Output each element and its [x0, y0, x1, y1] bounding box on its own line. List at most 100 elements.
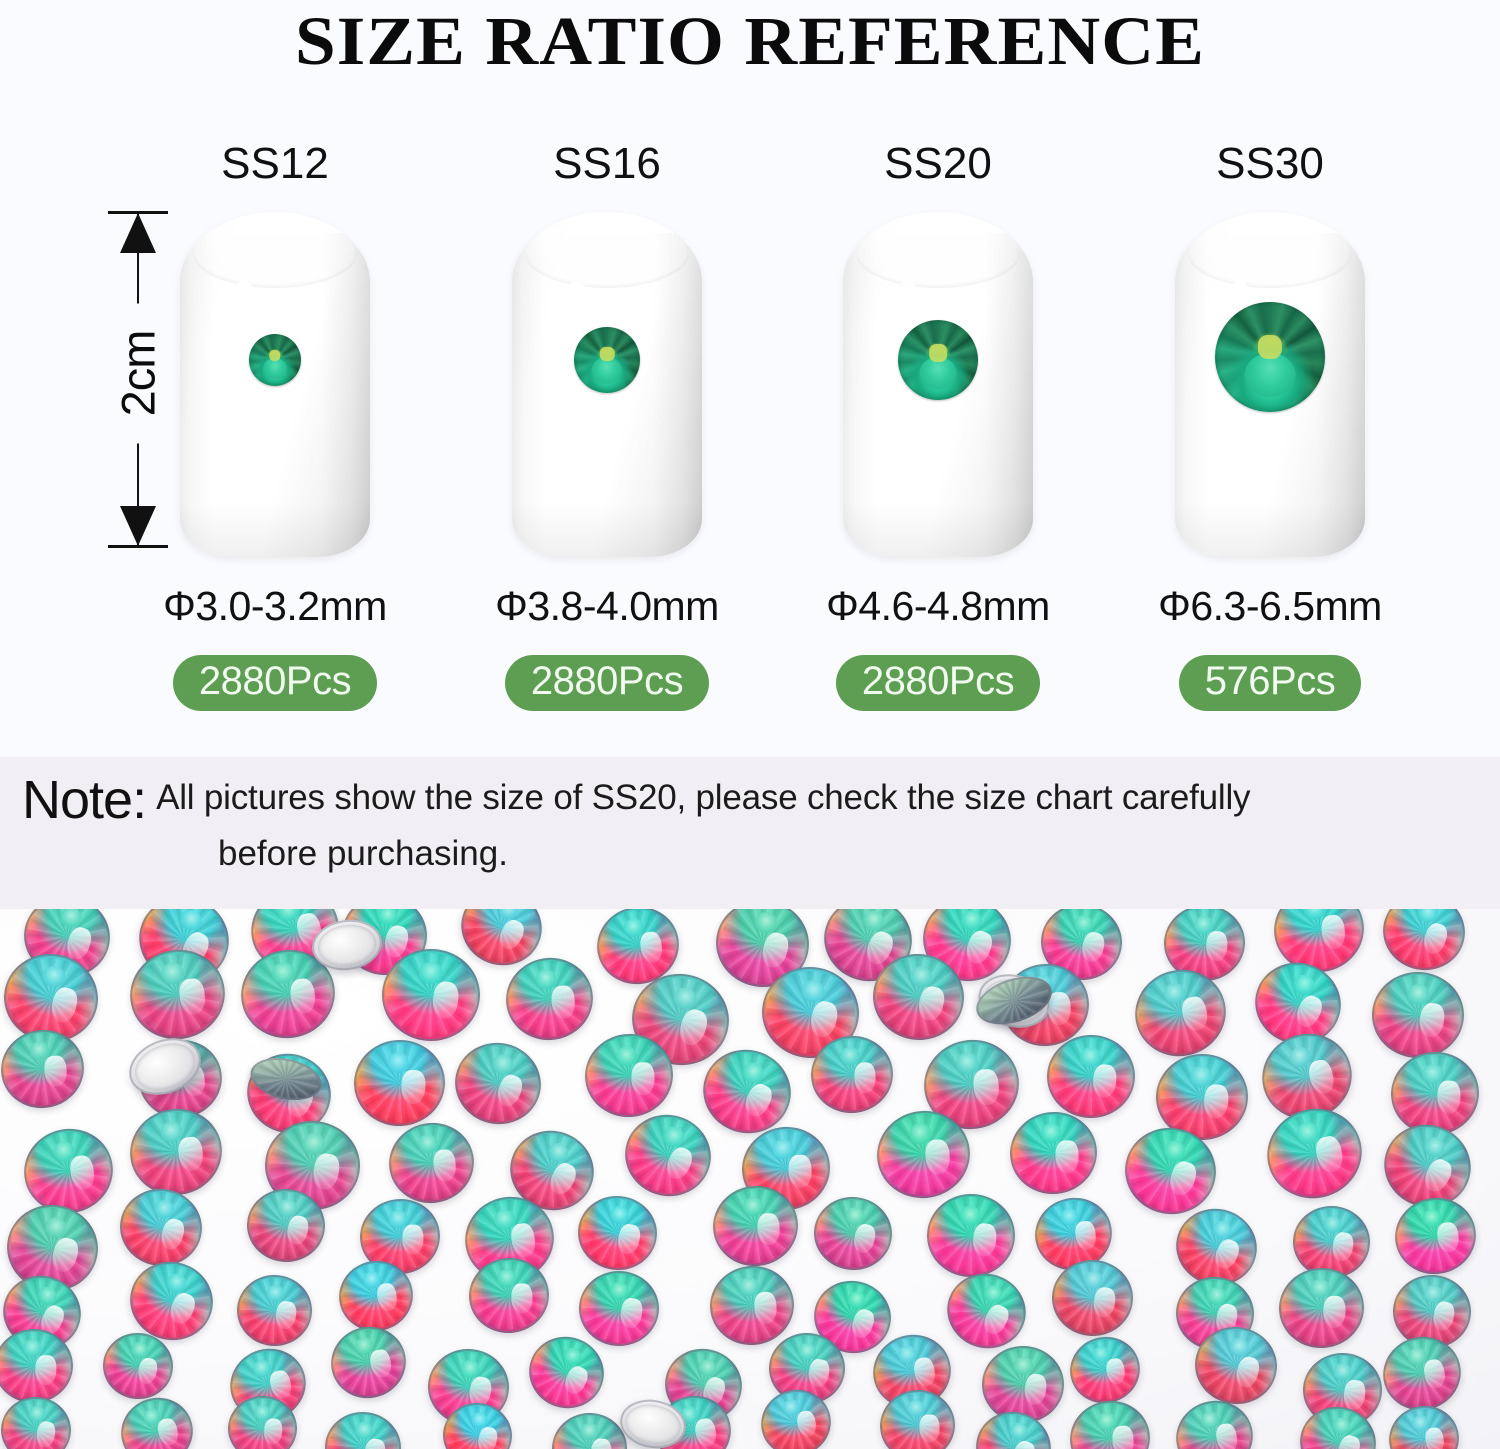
- count-badge-row: 2880Pcs: [437, 655, 777, 711]
- rhinestone: [578, 1270, 660, 1347]
- size-label: SS20: [884, 139, 992, 188]
- rhinestone: [1371, 971, 1465, 1059]
- rhinestone-rim: [1382, 1399, 1465, 1449]
- rhinestone-rim: [1005, 1107, 1101, 1199]
- rhinestone-rim: [100, 1330, 177, 1403]
- size-chart-panel: SIZE RATIO REFERENCE 2cm SS12: [105, 0, 1440, 757]
- rhinestone: [236, 1274, 313, 1347]
- count-badge: 576Pcs: [1178, 655, 1362, 711]
- rhinestone-rim: [0, 1023, 90, 1114]
- rhinestone: [382, 1115, 481, 1211]
- rhinestone: [99, 1329, 177, 1403]
- rhinestone: [322, 1318, 415, 1407]
- count-badge: 2880Pcs: [504, 655, 710, 711]
- rhinestone-rim: [323, 1318, 415, 1407]
- rhinestone: [615, 1104, 721, 1207]
- rhinestone-rim: [1388, 1190, 1483, 1281]
- count-badge-row: 576Pcs: [1100, 655, 1440, 711]
- rhinestone-rim: [382, 1116, 481, 1211]
- nail-tip: [512, 212, 702, 557]
- rhinestone: [1005, 1107, 1102, 1199]
- diameter-label: Φ3.8-4.0mm: [495, 583, 719, 629]
- size-column-ss12: SS12 Φ3.0-3.2mm 2880Pcs: [105, 0, 445, 757]
- nail-tip-sample: [1100, 212, 1440, 557]
- note-band: Note: All pictures show the size of SS20,…: [0, 757, 1500, 909]
- rhinestone-rim: [926, 1192, 1017, 1278]
- rhinestone: [1050, 1258, 1135, 1338]
- rhinestone-rim: [351, 1037, 448, 1129]
- rhinestone-rim: [112, 1389, 201, 1449]
- rhinestone-rim: [1063, 1330, 1147, 1411]
- nail-bottom-shade: [1175, 501, 1365, 557]
- rhinestone-rim: [1046, 1033, 1137, 1119]
- arrow-down-icon: [120, 506, 156, 546]
- nail-bottom-shade: [512, 501, 702, 557]
- diameter-label: Φ3.0-3.2mm: [163, 583, 387, 629]
- rhinestone-rim: [236, 1274, 312, 1346]
- green-rhinestone-icon: [898, 320, 978, 400]
- nail-tip: [1175, 212, 1365, 557]
- rhinestone: [1382, 1398, 1466, 1449]
- size-label: SS16: [553, 139, 661, 188]
- rhinestone-rim: [1256, 1096, 1374, 1210]
- rhinestone-rim: [323, 1409, 404, 1449]
- rhinestone: [1045, 1033, 1137, 1120]
- rhinestone-rim: [381, 948, 481, 1042]
- rhinestone: [936, 1262, 1037, 1360]
- rhinestone-foil-surface: [315, 921, 379, 969]
- size-label: SS12: [221, 139, 329, 188]
- rhinestone: [114, 1183, 208, 1272]
- size-column-ss20: SS20 Φ4.6-4.8mm 2880Pcs: [768, 0, 1108, 757]
- rhinestone: [1063, 1329, 1147, 1411]
- rhinestone: [0, 1023, 91, 1115]
- count-badge-row: 2880Pcs: [768, 655, 1108, 711]
- page-title: SIZE RATIO REFERENCE: [295, 3, 1205, 79]
- rhinestone-rim: [810, 1193, 895, 1274]
- rhinestone: [1387, 1190, 1484, 1282]
- rhinestone: [1275, 1264, 1368, 1352]
- nail-bottom-shade: [843, 501, 1033, 557]
- note-text-line2: before purchasing.: [218, 834, 508, 873]
- arrow-up-icon: [120, 213, 156, 253]
- rhinestone-table-facet: [1333, 1363, 1352, 1382]
- rhinestone-rim: [1051, 1259, 1135, 1338]
- diameter-label: Φ6.3-6.5mm: [1158, 583, 1382, 629]
- rhinestone-rim: [578, 1270, 659, 1346]
- rhinestone: [112, 1388, 202, 1449]
- nail-edge-shade: [843, 232, 878, 557]
- rhinestone-rim: [1276, 1264, 1368, 1351]
- rhinestone: [1376, 909, 1472, 978]
- nail-edge-shade: [1175, 232, 1210, 557]
- rhinestone-rim: [114, 1183, 207, 1272]
- nail-tip: [180, 212, 370, 557]
- size-column-ss30: SS30 Φ6.3-6.5mm 576Pcs: [1100, 0, 1440, 757]
- count-badge-row: 2880Pcs: [105, 655, 445, 711]
- gem-table-facet: [1244, 352, 1296, 397]
- rhinestone: [0, 1395, 73, 1449]
- count-badge: 2880Pcs: [172, 655, 378, 711]
- note-text-line1: All pictures show the size of SS20, plea…: [156, 778, 1251, 817]
- rhinestone-rim: [551, 1412, 628, 1449]
- rhinestone: [925, 1192, 1017, 1279]
- rhinestone: [1064, 1394, 1156, 1449]
- rhinestone: [982, 1346, 1064, 1423]
- rhinestone: [574, 1192, 661, 1274]
- nail-tip-sample: [437, 212, 777, 557]
- gem-table-facet: [591, 357, 623, 384]
- gem-table-facet: [263, 357, 287, 379]
- rhinestone: [1255, 1096, 1374, 1211]
- nail-tip-sample: [105, 212, 445, 557]
- rhinestone-rim: [447, 1034, 549, 1132]
- rhinestone-rim: [574, 1192, 660, 1274]
- count-badge: 2880Pcs: [835, 655, 1041, 711]
- rhinestone-table-facet: [1013, 1356, 1033, 1376]
- nail-edge-shade: [512, 232, 547, 557]
- size-columns: SS12 Φ3.0-3.2mm 2880Pcs: [105, 0, 1440, 757]
- gem-top-facet: [269, 349, 281, 362]
- nail-tip: [843, 212, 1033, 557]
- rhinestone-rim: [982, 1346, 1064, 1423]
- note-content: Note: All pictures show the size of SS20,…: [22, 773, 1478, 880]
- size-label: SS30: [1216, 139, 1324, 188]
- rhinestone: [381, 948, 481, 1042]
